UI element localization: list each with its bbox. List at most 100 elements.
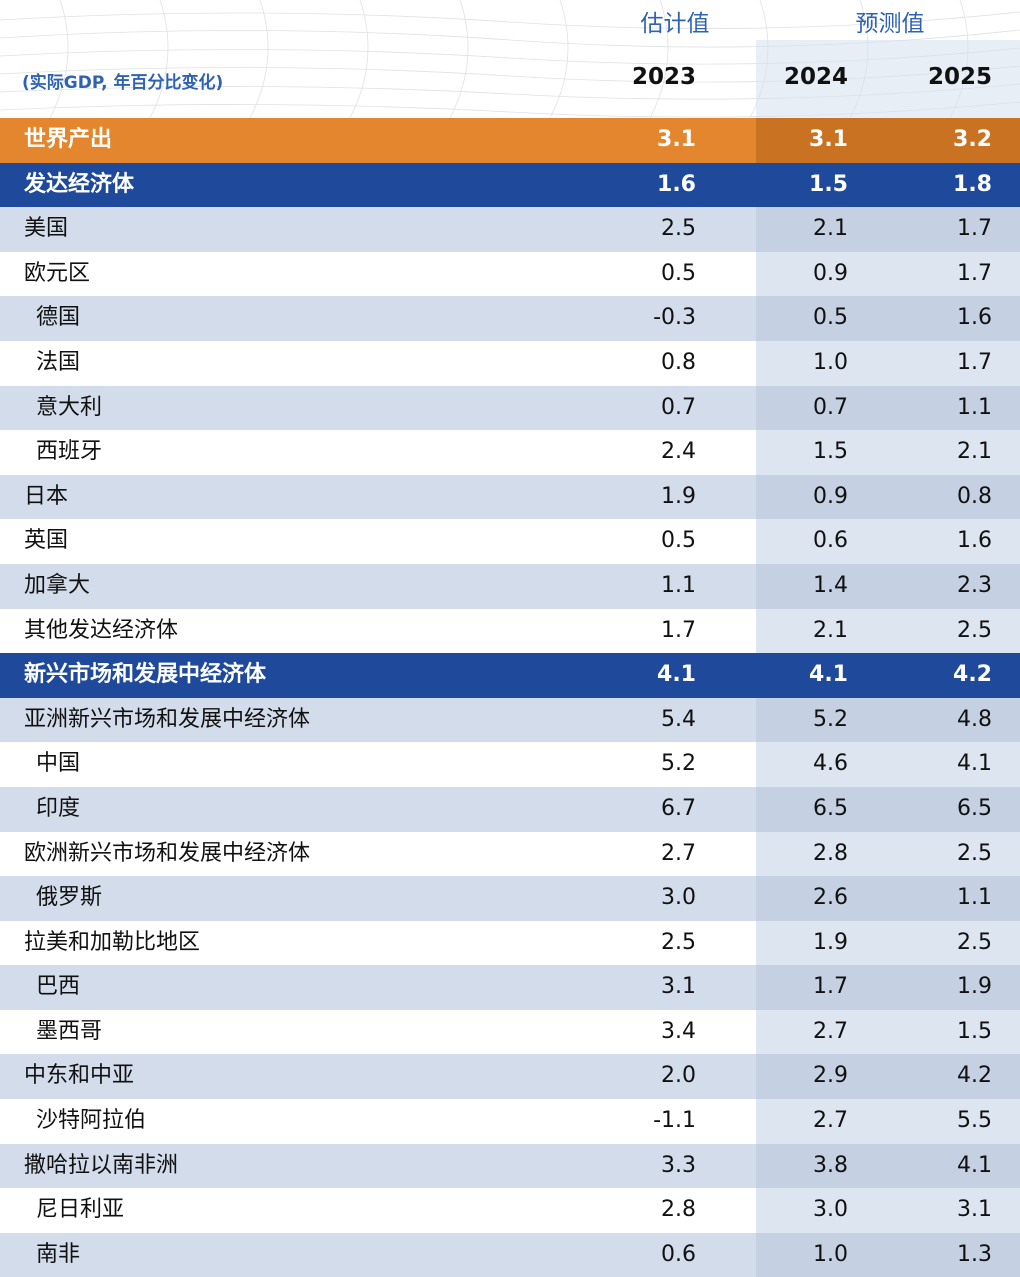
value-cell-2023: -0.3: [653, 305, 696, 331]
value-cell-2025: 1.7: [957, 349, 992, 375]
row-label: 欧元区: [24, 260, 91, 286]
value-cell-2023: 0.8: [661, 349, 696, 375]
row-label: 意大利: [36, 394, 103, 420]
value-cell-2024: 1.0: [813, 349, 848, 375]
row-label: 印度: [36, 795, 81, 821]
value-cell-2025: 1.7: [957, 216, 992, 242]
value-cell-2024: 1.4: [813, 572, 848, 598]
value-cell-2024: 2.9: [813, 1063, 848, 1089]
row-label: 日本: [24, 483, 69, 509]
value-cell-2023: -1.1: [653, 1108, 696, 1134]
forecast-cell-bg: [756, 608, 1020, 654]
value-cell-2023: 1.7: [661, 617, 696, 643]
table-row: 墨西哥 3.4 2.7 1.5: [0, 1009, 1020, 1055]
value-cell-2025: 3.1: [957, 1197, 992, 1223]
value-cell-2023: 0.5: [661, 528, 696, 554]
row-label: 撒哈拉以南非洲: [24, 1152, 179, 1178]
row-label: 南非: [36, 1241, 81, 1267]
forecast-header: 预测值: [855, 11, 925, 37]
value-cell-2023: 2.5: [661, 929, 696, 955]
row-label: 中东和中亚: [24, 1063, 135, 1089]
value-cell-2025: 4.8: [957, 706, 992, 732]
value-cell-2023: 0.7: [661, 394, 696, 420]
value-cell-2024: 0.6: [813, 528, 848, 554]
forecast-cell-bg: [756, 920, 1020, 966]
value-cell-2025: 1.1: [957, 394, 992, 420]
forecast-cell-bg: [756, 340, 1020, 386]
row-label: 德国: [36, 305, 81, 331]
value-cell-2025: 2.1: [957, 439, 992, 465]
value-cell-2023: 5.2: [661, 751, 696, 777]
value-cell-2025: 1.7: [957, 260, 992, 286]
row-label: 美国: [24, 216, 69, 242]
table-row: 拉美和加勒比地区 2.5 1.9 2.5: [0, 920, 1020, 966]
value-cell-2023: 3.3: [661, 1152, 696, 1178]
forecast-cell-bg: [756, 653, 1020, 698]
forecast-cell-bg: [756, 296, 1020, 341]
value-cell-2025: 5.5: [957, 1108, 992, 1134]
row-label: 西班牙: [36, 439, 103, 465]
forecast-cell-bg: [756, 742, 1020, 787]
table-row: 巴西 3.1 1.7 1.9: [0, 965, 1020, 1010]
value-cell-2024: 0.9: [813, 483, 848, 509]
year-header-2024: 2024: [783, 64, 848, 90]
forecast-cell-bg: [756, 1188, 1020, 1233]
value-cell-2024: 2.7: [813, 1108, 848, 1134]
row-label: 亚洲新兴市场和发展中经济体: [24, 706, 311, 732]
row-label: 尼日利亚: [36, 1197, 125, 1223]
value-cell-2025: 2.3: [957, 572, 992, 598]
value-cell-2025: 4.2: [957, 1063, 992, 1089]
table-row: 意大利 0.7 0.7 1.1: [0, 385, 1020, 431]
value-cell-2024: 5.2: [813, 706, 848, 732]
row-label: 中国: [36, 751, 81, 777]
forecast-cell-bg: [756, 1054, 1020, 1100]
value-cell-2024: 6.5: [813, 795, 848, 821]
table-row: 世界产出 3.1 3.1 3.2: [0, 118, 1020, 163]
table-row: 中国 5.2 4.6 4.1: [0, 742, 1020, 787]
forecast-cell-bg: [756, 162, 1020, 208]
value-cell-2025: 0.8: [957, 483, 992, 509]
value-cell-2023: 2.0: [661, 1063, 696, 1089]
table-row: 其他发达经济体 1.7 2.1 2.5: [0, 608, 1020, 654]
table-row: 法国 0.8 1.0 1.7: [0, 340, 1020, 386]
forecast-cell-bg: [756, 563, 1020, 609]
forecast-cell-bg: [756, 519, 1020, 564]
value-cell-2023: 0.5: [661, 260, 696, 286]
row-label: 其他发达经济体: [24, 617, 179, 643]
value-cell-2023: 2.5: [661, 216, 696, 242]
value-cell-2025: 1.6: [957, 528, 992, 554]
value-cell-2025: 1.1: [957, 885, 992, 911]
table-row: 日本 1.9 0.9 0.8: [0, 474, 1020, 520]
row-label: 墨西哥: [36, 1018, 103, 1044]
value-cell-2025: 2.5: [957, 617, 992, 643]
table-row: 印度 6.7 6.5 6.5: [0, 786, 1020, 832]
forecast-cell-bg: [756, 385, 1020, 431]
row-label: 世界产出: [24, 127, 113, 152]
forecast-cell-bg: [756, 430, 1020, 475]
forecast-cell-bg: [756, 207, 1020, 252]
row-label: 沙特阿拉伯: [36, 1108, 147, 1134]
value-cell-2023: 3.4: [661, 1018, 696, 1044]
year-header-2025: 2025: [927, 64, 992, 90]
row-label: 发达经济体: [24, 171, 135, 197]
value-cell-2023: 3.1: [657, 127, 696, 152]
table-row: 中东和中亚 2.0 2.9 4.2: [0, 1054, 1020, 1100]
table-row: 俄罗斯 3.0 2.6 1.1: [0, 876, 1020, 921]
value-cell-2025: 2.5: [957, 840, 992, 866]
row-label: 法国: [36, 349, 81, 375]
value-cell-2025: 4.2: [953, 662, 992, 688]
value-cell-2024: 0.7: [813, 394, 848, 420]
table-row: 欧洲新兴市场和发展中经济体 2.7 2.8 2.5: [0, 831, 1020, 877]
value-cell-2025: 1.5: [957, 1018, 992, 1044]
value-cell-2023: 1.1: [661, 572, 696, 598]
value-cell-2024: 2.1: [813, 617, 848, 643]
value-cell-2024: 2.6: [813, 885, 848, 911]
table-row: 南非 0.6 1.0 1.3: [0, 1232, 1020, 1277]
value-cell-2023: 2.4: [661, 439, 696, 465]
forecast-cell-bg: [756, 1143, 1020, 1189]
value-cell-2024: 3.1: [809, 127, 848, 152]
value-cell-2023: 1.9: [661, 483, 696, 509]
value-cell-2025: 4.1: [957, 1152, 992, 1178]
value-cell-2024: 3.0: [813, 1197, 848, 1223]
value-cell-2023: 5.4: [661, 706, 696, 732]
